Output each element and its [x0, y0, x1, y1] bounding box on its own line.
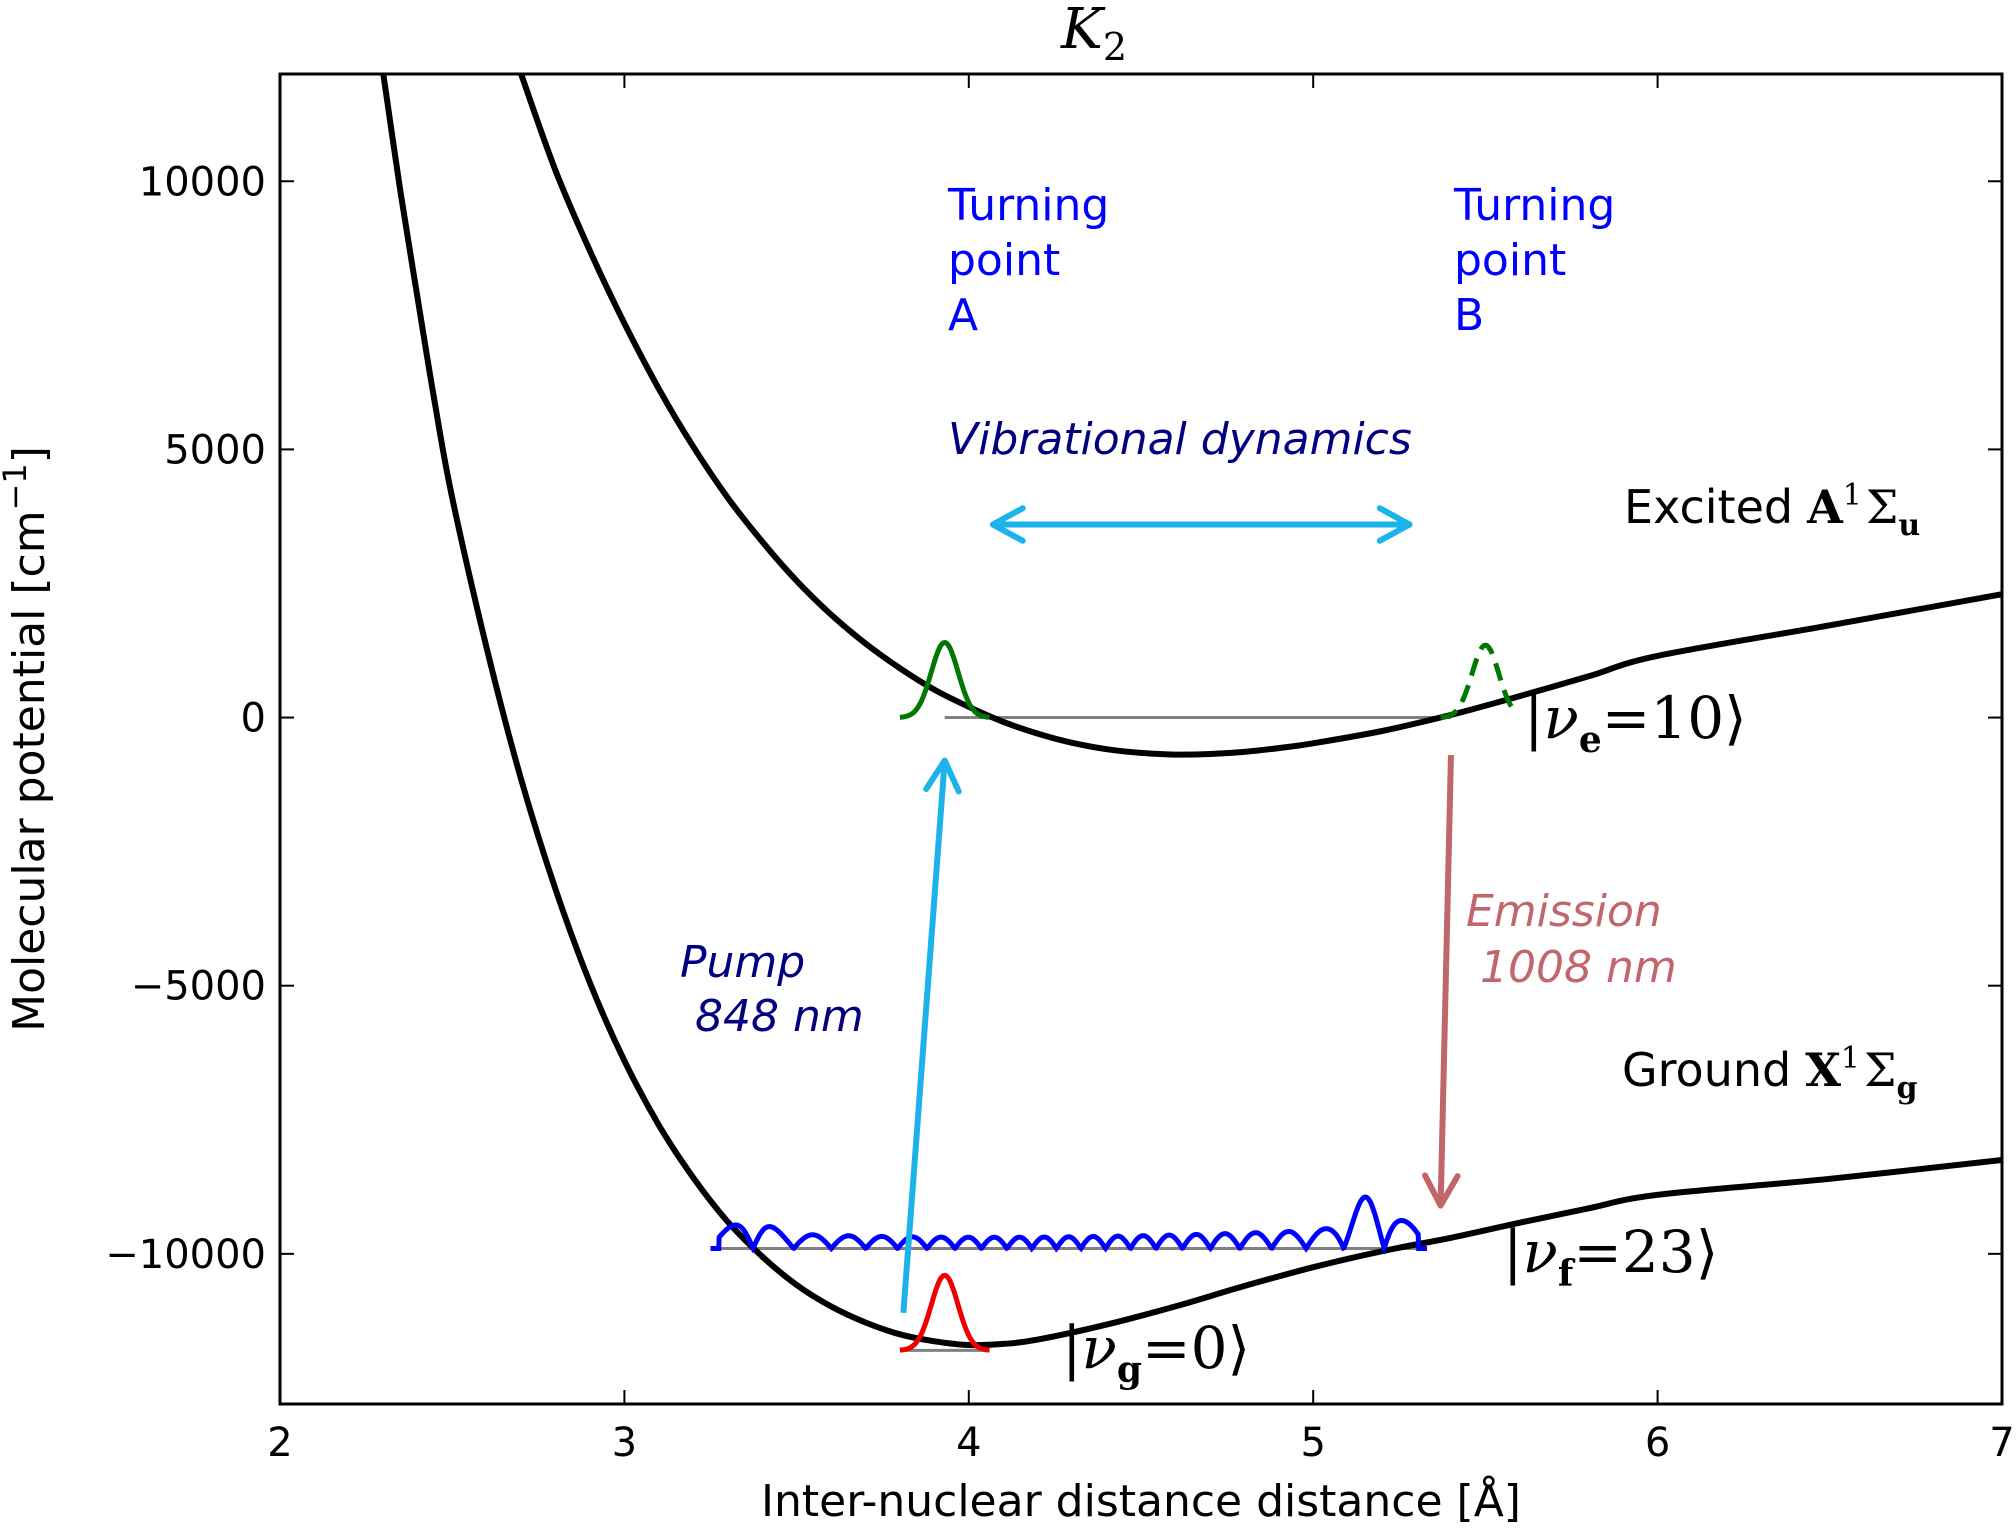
state-label-nu-e: |νe=10⟩ — [1524, 684, 1747, 761]
svg-text:Turning: Turning — [1453, 180, 1615, 231]
plot-area — [380, 74, 2002, 1353]
vibrational-dynamics-label: Vibrational dynamics — [948, 414, 1412, 465]
emission-arrow — [1437, 755, 1454, 1206]
emission-label: Emission 1008 nm — [1466, 886, 1677, 993]
svg-text:Emission: Emission — [1466, 886, 1662, 937]
y-axis-label: Molecular potential [cm−1] — [0, 446, 55, 1032]
pump-arrow-head — [923, 757, 962, 795]
ground-state-label: Ground X1Σg — [1622, 1041, 1918, 1106]
svg-text:|νe=10⟩: |νe=10⟩ — [1524, 684, 1747, 761]
wavefunction-nu-f — [710, 1194, 1427, 1255]
pump-arrow — [900, 760, 948, 1314]
y-tick-label: −5000 — [131, 964, 266, 1010]
state-label-nu-g: |νg=0⟩ — [1062, 1314, 1250, 1391]
turning-point-b-label: Turning point B — [1453, 180, 1615, 341]
svg-text:B: B — [1454, 290, 1484, 341]
potential-curve-excited — [518, 74, 2002, 758]
svg-text:1008 nm: 1008 nm — [1480, 942, 1677, 993]
y-tick-label: 5000 — [164, 427, 266, 473]
excited-state-label: Excited A1Σu — [1624, 478, 1920, 543]
svg-text:point: point — [948, 235, 1060, 286]
y-tick-label: 10000 — [139, 159, 266, 205]
plot-frame — [278, 72, 2004, 1406]
wavepacket-red — [899, 1272, 990, 1353]
vibrational-dynamics-arrow-head-right — [1376, 505, 1413, 544]
pump-label: Pump 848 nm — [680, 937, 864, 1042]
x-axis-label: Inter-nuclear distance distance [Å] — [761, 1474, 1521, 1527]
turning-point-a-label: Turning point A — [947, 180, 1109, 341]
svg-text:Turning: Turning — [947, 180, 1109, 231]
svg-text:|νg=0⟩: |νg=0⟩ — [1062, 1314, 1250, 1391]
svg-text:point: point — [1454, 235, 1566, 286]
x-tick-label: 7 — [1989, 1420, 2014, 1466]
x-tick-label: 4 — [956, 1420, 981, 1466]
state-label-nu-f: |νf=23⟩ — [1503, 1218, 1718, 1295]
y-tick-label: −10000 — [105, 1232, 266, 1278]
vibrational-dynamics-arrow-head-left — [989, 505, 1026, 544]
svg-text:|νf=23⟩: |νf=23⟩ — [1503, 1218, 1718, 1295]
svg-text:A: A — [948, 290, 978, 341]
emission-arrow-head — [1422, 1172, 1461, 1209]
chart-title: K2 — [1060, 0, 1127, 69]
x-tick-label: 2 — [267, 1420, 292, 1466]
x-tick-label: 6 — [1645, 1420, 1670, 1466]
y-tick-label: 0 — [241, 696, 266, 742]
x-tick-label: 3 — [612, 1420, 637, 1466]
svg-text:Pump: Pump — [680, 937, 805, 988]
x-tick-label: 5 — [1300, 1420, 1325, 1466]
wavepacket-green — [899, 639, 990, 720]
potential-curve-ground — [380, 74, 2002, 1349]
wavepacket-green-dashed — [1440, 642, 1515, 720]
svg-text:848 nm: 848 nm — [695, 991, 864, 1042]
